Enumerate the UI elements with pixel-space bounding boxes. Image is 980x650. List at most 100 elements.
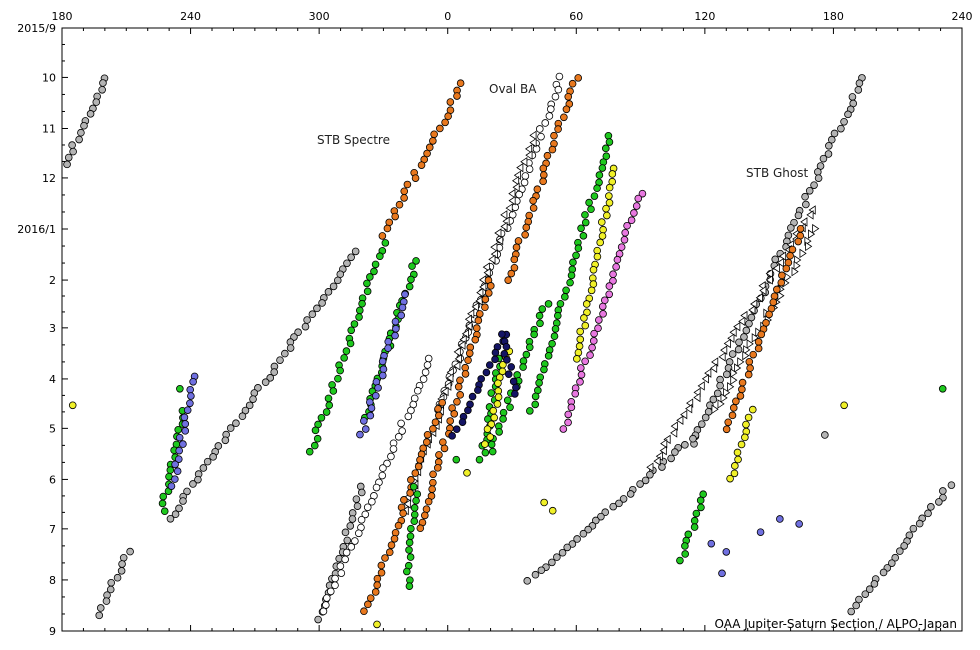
data-point-gray xyxy=(646,470,654,479)
data-point-gray xyxy=(636,480,644,488)
data-point-green xyxy=(525,343,534,352)
data-point-green xyxy=(475,455,484,464)
data-point-gray xyxy=(117,567,126,575)
data-point-orange xyxy=(440,444,449,453)
data-point-white xyxy=(331,574,339,583)
data-point-white xyxy=(423,361,432,369)
data-point-gray xyxy=(266,374,275,382)
data-point-blue xyxy=(179,440,187,448)
data-point-green xyxy=(370,267,378,276)
data-point-blue xyxy=(360,417,368,425)
data-point-gray xyxy=(591,516,600,525)
data-point-white xyxy=(521,172,530,180)
data-point-white-triangle xyxy=(759,285,767,296)
data-point-pink xyxy=(623,221,631,230)
data-point-white-triangle xyxy=(710,363,718,373)
data-point-white-triangle xyxy=(525,150,533,160)
data-point-yellow xyxy=(730,469,739,478)
data-point-orange xyxy=(453,397,461,406)
data-point-orange xyxy=(400,194,408,202)
data-point-pink xyxy=(590,329,598,338)
data-point-green xyxy=(562,286,570,295)
data-point-pink xyxy=(627,216,636,225)
data-point-blue xyxy=(776,515,784,523)
data-point-green xyxy=(561,293,569,301)
data-point-white-triangle xyxy=(727,382,735,392)
data-point-gray xyxy=(896,547,904,555)
data-point-gray xyxy=(99,79,107,87)
data-point-orange xyxy=(422,438,431,446)
data-point-gray xyxy=(573,535,581,543)
data-point-green xyxy=(690,516,699,525)
data-point-gray xyxy=(879,568,888,577)
data-point-green xyxy=(499,408,508,417)
data-point-green xyxy=(410,504,419,512)
data-point-orange xyxy=(788,245,797,254)
data-point-yellow xyxy=(602,204,610,213)
data-point-gray xyxy=(909,524,918,533)
data-point-green xyxy=(310,441,319,450)
data-point-white xyxy=(555,72,564,81)
data-point-green xyxy=(166,466,175,474)
data-point-white-triangle xyxy=(727,333,735,343)
data-point-blue xyxy=(181,420,190,428)
data-point-gray xyxy=(171,510,180,518)
data-point-navy xyxy=(502,342,511,351)
data-point-white xyxy=(347,543,356,551)
data-point-orange xyxy=(521,230,529,239)
data-point-white xyxy=(354,529,363,538)
data-point-green xyxy=(405,538,414,547)
data-point-orange xyxy=(540,171,548,179)
data-point-orange xyxy=(424,497,433,506)
data-point-yellow xyxy=(598,232,607,240)
data-point-green xyxy=(334,374,342,383)
data-point-green xyxy=(581,211,589,219)
data-point-gray xyxy=(915,519,924,528)
data-point-white xyxy=(421,368,430,377)
data-point-green xyxy=(530,330,538,339)
data-point-green xyxy=(355,313,363,321)
data-point-pink xyxy=(605,282,614,290)
data-point-white xyxy=(363,503,372,512)
y-tick-label: 2016/1 xyxy=(17,223,56,236)
data-point-pink xyxy=(634,194,643,203)
data-point-yellow xyxy=(599,225,607,234)
data-point-yellow xyxy=(582,300,591,308)
data-point-white-triangle xyxy=(730,375,738,385)
data-point-orange xyxy=(461,370,470,378)
data-point-white-triangle xyxy=(697,381,705,391)
data-point-blue xyxy=(173,467,182,476)
data-point-orange xyxy=(421,511,429,520)
data-point-orange xyxy=(481,303,489,312)
data-point-yellow xyxy=(68,401,77,410)
data-point-white-triangle xyxy=(516,162,524,173)
data-point-orange xyxy=(391,212,399,221)
data-point-gray xyxy=(609,502,618,511)
data-point-blue xyxy=(391,317,400,326)
annotation-stb-spectre: STB Spectre xyxy=(317,133,390,147)
data-point-white-triangle xyxy=(520,156,528,167)
data-point-green xyxy=(536,319,544,328)
data-point-green xyxy=(601,144,610,153)
data-point-orange xyxy=(411,469,420,477)
data-point-green xyxy=(488,447,497,456)
data-point-green xyxy=(499,415,507,423)
data-point-yellow xyxy=(581,321,590,330)
data-point-yellow xyxy=(597,218,606,226)
data-point-white-triangle xyxy=(500,221,508,232)
data-point-gray xyxy=(855,79,864,88)
data-point-gray xyxy=(939,487,947,495)
axes: 180 240 300 0 60 120 180 240 2015/9 10 11 12 2016/1 2… xyxy=(17,10,972,638)
data-point-orange xyxy=(510,255,519,264)
data-point-blue xyxy=(187,392,195,400)
data-point-white xyxy=(515,190,523,199)
y-tick-label: 8 xyxy=(49,574,56,587)
data-point-yellow xyxy=(540,498,548,507)
data-point-gray xyxy=(95,611,104,620)
data-point-gray xyxy=(346,522,355,530)
data-point-gray xyxy=(830,129,839,138)
data-point-white xyxy=(551,92,560,101)
data-point-orange xyxy=(416,456,424,464)
data-point-white-triangle xyxy=(670,421,678,431)
data-point-green xyxy=(371,260,380,269)
